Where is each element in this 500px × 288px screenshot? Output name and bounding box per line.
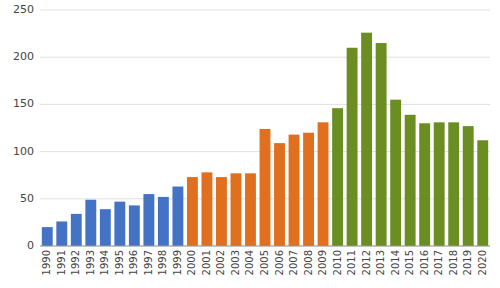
bar	[463, 126, 474, 246]
x-tick-label: 2001	[201, 250, 212, 275]
x-tick-label: 2012	[361, 250, 372, 275]
bar	[448, 122, 459, 246]
chart-container: 0501001502002501990199119921993199419951…	[0, 0, 500, 288]
x-tick-label: 2009	[317, 250, 328, 275]
bar	[303, 133, 314, 246]
x-tick-label: 2019	[462, 250, 473, 275]
x-tick-label: 2003	[230, 250, 241, 275]
bar	[361, 33, 372, 246]
bar	[434, 122, 445, 246]
x-tick-label: 1997	[143, 250, 154, 275]
x-tick-label: 1996	[128, 250, 139, 275]
bar	[390, 100, 401, 246]
bar	[201, 172, 212, 246]
bar	[172, 187, 183, 246]
y-tick-label: 250	[13, 3, 34, 16]
bar	[114, 202, 125, 246]
bar	[318, 122, 329, 246]
x-tick-label: 2005	[259, 250, 270, 275]
x-tick-label: 2020	[477, 250, 488, 275]
chart: 0501001502002501990199119921993199419951…	[0, 0, 500, 288]
x-tick-label: 2011	[346, 250, 357, 275]
x-tick-label: 2000	[186, 250, 197, 275]
bar	[56, 221, 67, 246]
bar	[405, 115, 416, 246]
x-tick-label: 1998	[157, 250, 168, 275]
y-axis: 0 50 100 150 200 250	[13, 3, 34, 252]
bar	[347, 48, 358, 246]
bar	[245, 173, 256, 246]
x-axis-line	[40, 246, 490, 247]
y-tick-label: 200	[13, 50, 34, 63]
x-tick-label: 2008	[303, 250, 314, 275]
y-tick-label: 100	[13, 145, 34, 158]
x-axis: 1990 19911992 19931994 19951996 19971998 1999…	[40, 246, 490, 275]
x-tick-label: 1995	[114, 250, 125, 275]
x-tick-label: 2007	[288, 250, 299, 275]
x-tick-label: 2016	[419, 250, 430, 275]
x-tick-label: 1992	[70, 250, 81, 275]
bar	[376, 43, 387, 246]
x-tick-label: 2010	[332, 250, 343, 275]
bar	[260, 129, 271, 246]
bar	[100, 209, 111, 246]
bar	[143, 194, 154, 246]
grid	[40, 10, 490, 246]
y-tick-label: 0	[27, 239, 34, 252]
bar	[85, 200, 96, 246]
y-tick-label: 50	[20, 192, 34, 205]
bar	[42, 227, 53, 246]
grid-line	[40, 246, 490, 247]
x-tick-label: 1993	[85, 250, 96, 275]
x-tick-label: 2014	[390, 250, 401, 275]
x-tick-label: 1994	[99, 250, 110, 275]
bar	[216, 177, 227, 246]
bar	[289, 135, 300, 246]
x-tick-label: 1999	[172, 250, 183, 275]
bar	[477, 140, 488, 246]
bar	[71, 214, 82, 246]
bar	[187, 177, 198, 246]
x-tick-label: 2013	[375, 250, 386, 275]
grid-line	[40, 10, 490, 11]
x-tick-label: 2002	[215, 250, 226, 275]
bar	[419, 123, 430, 246]
bar	[332, 108, 343, 246]
x-tick-label: 1991	[56, 250, 67, 275]
bar	[274, 143, 285, 246]
x-tick-label: 2004	[244, 250, 255, 275]
x-tick-label: 2006	[274, 250, 285, 275]
bar	[158, 197, 169, 246]
x-tick-label: 2017	[433, 250, 444, 275]
grid-line	[40, 104, 490, 105]
grid-line	[40, 57, 490, 58]
x-tick-label: 2018	[448, 250, 459, 275]
bar	[231, 173, 242, 246]
y-tick-label: 150	[13, 97, 34, 110]
x-tick-label: 2015	[404, 250, 415, 275]
x-tick-label: 1990	[41, 250, 52, 275]
bars	[42, 33, 488, 246]
bar	[129, 205, 140, 246]
